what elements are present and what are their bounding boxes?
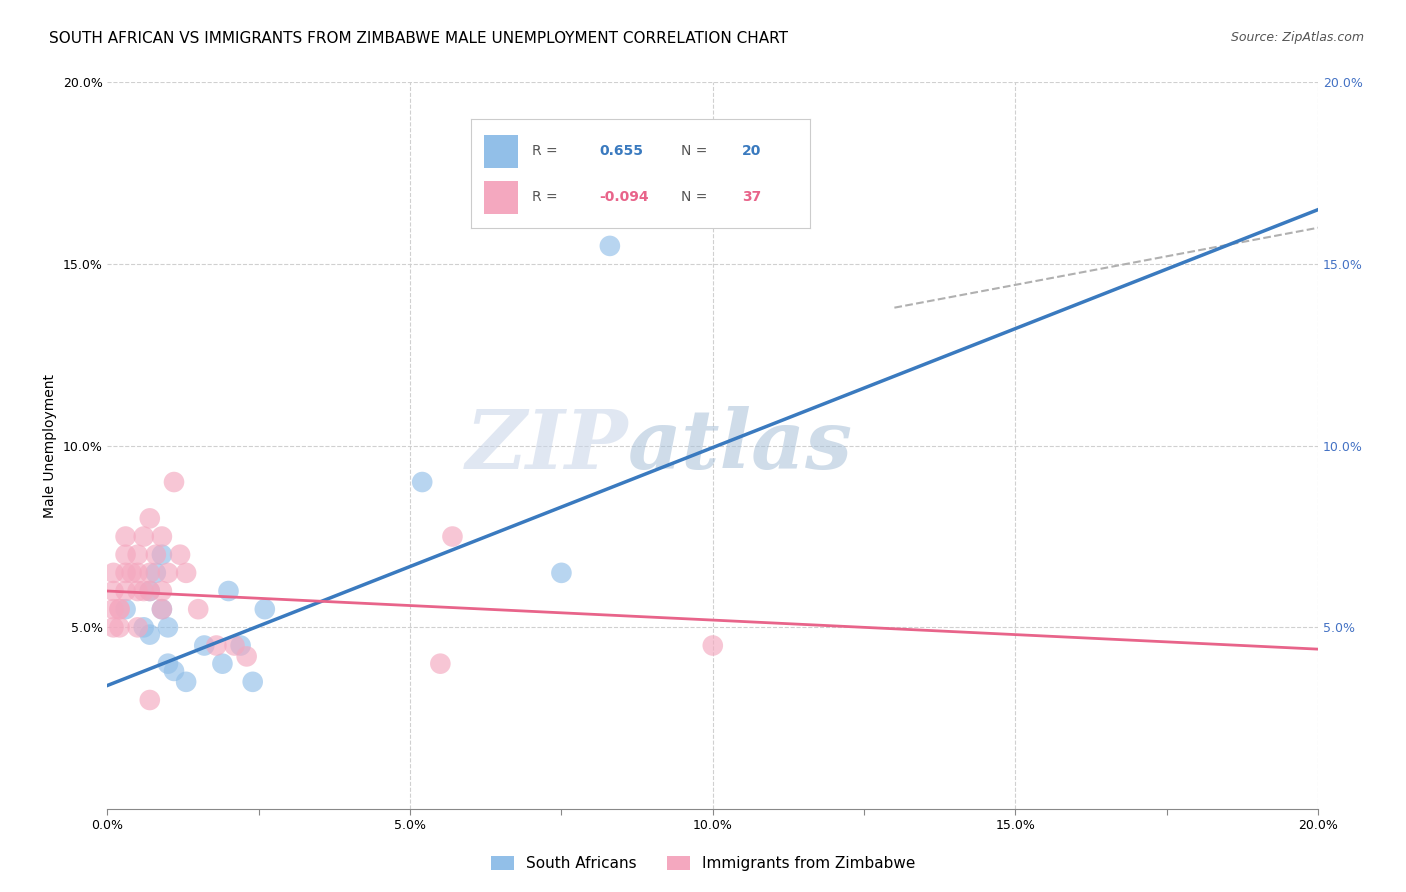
Point [127, 620, 149, 634]
Point [114, 566, 136, 580]
Point [218, 584, 240, 599]
Point [429, 657, 451, 671]
Point [108, 602, 131, 616]
Point [174, 566, 197, 580]
Point [441, 529, 464, 543]
Text: ZIP: ZIP [465, 406, 628, 486]
Point [169, 548, 191, 562]
Point [103, 602, 125, 616]
Point [150, 602, 173, 616]
Point [103, 620, 125, 634]
Point [187, 602, 209, 616]
Point [224, 639, 246, 653]
Point [114, 602, 136, 616]
Text: SOUTH AFRICAN VS IMMIGRANTS FROM ZIMBABWE MALE UNEMPLOYMENT CORRELATION CHART: SOUTH AFRICAN VS IMMIGRANTS FROM ZIMBABW… [49, 31, 789, 46]
Text: Source: ZipAtlas.com: Source: ZipAtlas.com [1230, 31, 1364, 45]
Point [127, 566, 149, 580]
Point [156, 657, 179, 671]
Point [114, 584, 136, 599]
Point [163, 664, 186, 678]
Point [139, 693, 162, 707]
Point [103, 584, 125, 599]
Text: atlas: atlas [628, 406, 853, 486]
Point [163, 475, 186, 489]
Point [139, 566, 162, 580]
Point [150, 584, 173, 599]
Point [242, 674, 264, 689]
Point [411, 475, 433, 489]
Point [229, 639, 252, 653]
Point [139, 584, 162, 599]
Point [193, 639, 215, 653]
Point [550, 566, 572, 580]
Point [150, 548, 173, 562]
Point [145, 548, 167, 562]
Point [132, 584, 155, 599]
Point [150, 602, 173, 616]
Point [156, 566, 179, 580]
Point [108, 620, 131, 634]
Point [702, 639, 724, 653]
Y-axis label: Male Unemployment: Male Unemployment [44, 374, 58, 517]
Point [114, 548, 136, 562]
Point [174, 674, 197, 689]
Point [114, 529, 136, 543]
Point [132, 529, 155, 543]
Point [132, 620, 155, 634]
Point [253, 602, 276, 616]
Point [121, 566, 143, 580]
Point [145, 566, 167, 580]
Point [103, 566, 125, 580]
Point [235, 649, 257, 664]
Point [205, 639, 228, 653]
Point [156, 620, 179, 634]
Legend: South Africans, Immigrants from Zimbabwe: South Africans, Immigrants from Zimbabwe [485, 850, 921, 877]
Point [150, 529, 173, 543]
Point [139, 627, 162, 641]
Point [139, 511, 162, 525]
Point [139, 584, 162, 599]
Point [127, 548, 149, 562]
Point [127, 584, 149, 599]
Point [108, 602, 131, 616]
Point [211, 657, 233, 671]
Point [599, 239, 621, 253]
